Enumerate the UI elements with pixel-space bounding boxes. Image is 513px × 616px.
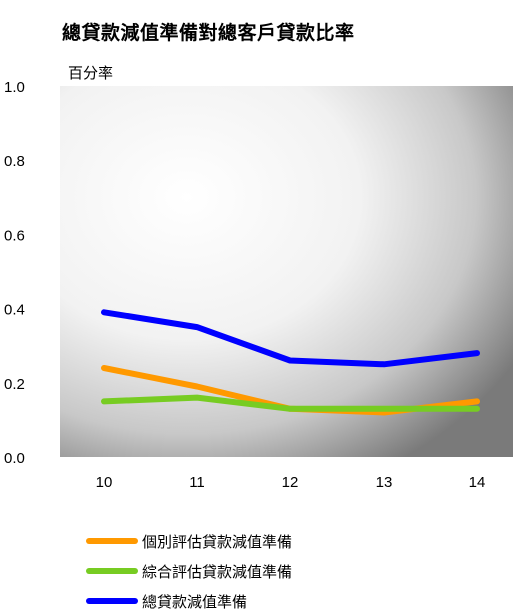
y-tick-label: 1.0 — [4, 79, 25, 96]
legend-label-collective: 綜合評估貸款減值準備 — [142, 562, 293, 581]
y-axis-unit-label: 百分率 — [68, 64, 114, 82]
legend: 個別評估貸款減值準備 綜合評估貸款減值準備 總貸款減值準備 — [86, 526, 292, 616]
y-tick-label: 0.2 — [4, 376, 25, 393]
series-line-1 — [101, 394, 480, 412]
legend-swatch-total — [86, 598, 138, 604]
legend-label-total: 總貸款減值準備 — [142, 592, 248, 611]
x-tick-label: 13 — [376, 474, 393, 491]
plot-area — [60, 86, 513, 457]
x-tick-label: 12 — [282, 474, 299, 491]
series-line-2 — [101, 309, 480, 368]
x-tick-label: 14 — [469, 474, 486, 491]
y-tick-label: 0.8 — [4, 153, 25, 170]
legend-swatch-individual — [86, 538, 138, 544]
legend-item-total: 總貸款減值準備 — [86, 586, 292, 616]
legend-label-individual: 個別評估貸款減值準備 — [142, 532, 293, 551]
legend-swatch-collective — [86, 568, 138, 574]
legend-item-individual: 個別評估貸款減值準備 — [86, 526, 292, 556]
x-tick-label: 10 — [96, 474, 113, 491]
x-tick-label: 11 — [189, 474, 205, 491]
y-tick-label: 0.0 — [4, 450, 25, 467]
y-tick-label: 0.4 — [4, 302, 25, 319]
y-tick-label: 0.6 — [4, 227, 25, 244]
legend-item-collective: 綜合評估貸款減值準備 — [86, 556, 292, 586]
chart-title: 總貸款減值準備對總客戶貸款比率 — [62, 22, 355, 44]
